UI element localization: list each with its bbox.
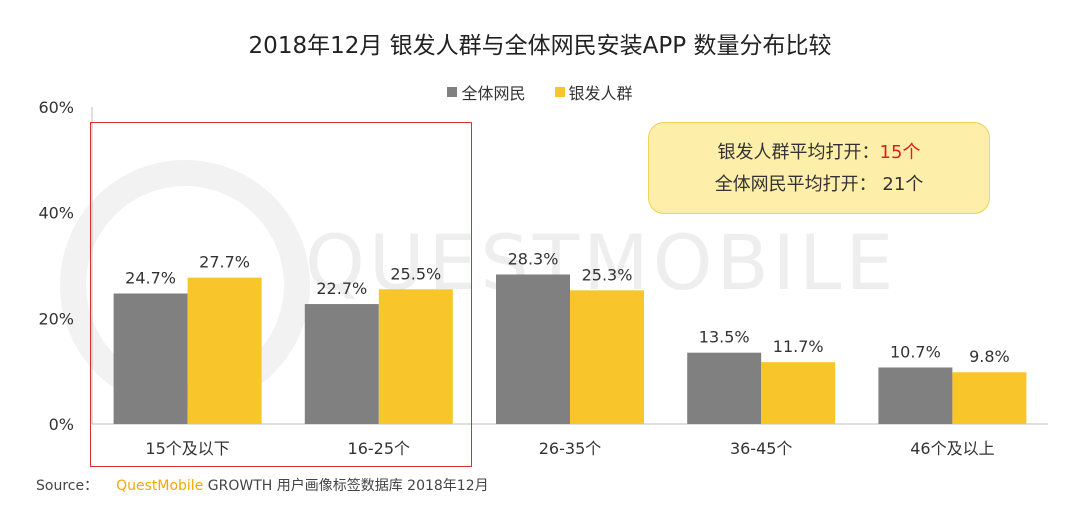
y-tick-label: 60%: [38, 98, 74, 117]
x-tick-label: 36-45个: [730, 439, 793, 458]
data-label: 25.5%: [390, 264, 441, 283]
callout-line-all: 全体网民平均打开： 21个: [714, 174, 924, 195]
data-label: 9.8%: [969, 347, 1010, 366]
bar: [570, 290, 644, 424]
callout-line-silver: 银发人群平均打开：15个: [649, 137, 989, 169]
bar: [687, 352, 762, 424]
highlight-box: [90, 122, 472, 467]
data-label: 27.7%: [199, 253, 250, 272]
source-label: Source：: [36, 478, 99, 494]
bar: [187, 277, 262, 424]
data-label: 28.3%: [508, 249, 559, 268]
legend-label-all-netizens: 全体网民: [461, 84, 526, 103]
data-label: 13.5%: [699, 328, 750, 347]
bar: [113, 293, 188, 424]
source-note: Source： QuestMobile GROWTH 用户画像标签数据库 2018…: [36, 475, 489, 495]
chart-legend: 全体网民 银发人群: [0, 80, 1080, 104]
source-text: GROWTH 用户画像标签数据库 2018年12月: [207, 478, 489, 494]
data-label: 24.7%: [125, 269, 176, 288]
callout-silver-value: 15个: [879, 142, 921, 163]
x-tick-label: 16-25个: [348, 439, 411, 458]
x-tick-label: 46个及以上: [910, 439, 994, 458]
data-label: 11.7%: [773, 337, 824, 356]
chart-title: 2018年12月 银发人群与全体网民安装APP 数量分布比较: [248, 33, 832, 59]
data-label: 22.7%: [316, 279, 367, 298]
source-brand: QuestMobile: [116, 478, 204, 494]
x-tick-label: 26-35个: [539, 439, 602, 458]
y-tick-label: 0%: [49, 415, 74, 434]
bar: [304, 304, 379, 424]
data-label: 10.7%: [890, 342, 941, 361]
legend-item-all-netizens: 全体网民: [447, 80, 525, 104]
bar: [378, 289, 453, 424]
bar: [952, 372, 1027, 424]
legend-item-silver: 银发人群: [554, 80, 633, 104]
bar: [496, 274, 570, 424]
y-tick-label: 40%: [38, 204, 74, 223]
legend-label-silver: 银发人群: [568, 84, 633, 103]
bar: [761, 362, 836, 424]
y-tick-label: 20%: [38, 309, 74, 328]
legend-swatch-gray: [447, 87, 458, 97]
average-callout: 银发人群平均打开：15个 全体网民平均打开： 21个: [648, 122, 990, 214]
data-label: 25.3%: [582, 265, 633, 284]
callout-silver-label: 银发人群平均打开：: [717, 142, 880, 163]
x-tick-label: 15个及以下: [145, 439, 229, 458]
bar: [878, 367, 953, 424]
legend-swatch-yellow: [554, 87, 565, 97]
